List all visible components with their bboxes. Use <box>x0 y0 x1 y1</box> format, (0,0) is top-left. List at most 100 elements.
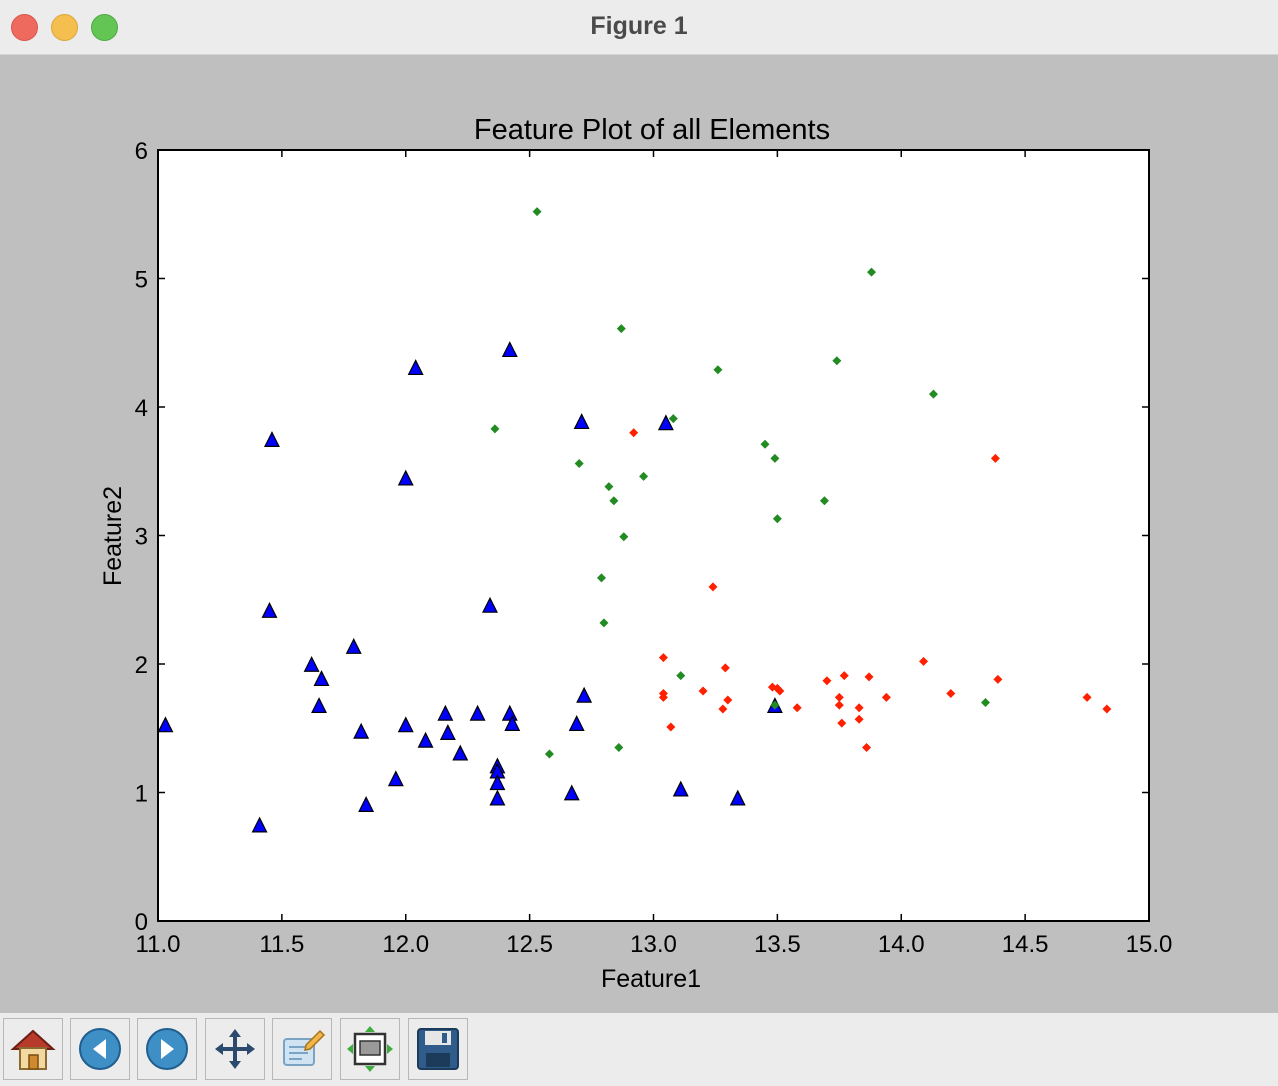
data-point-diamond <box>792 703 802 713</box>
data-point-diamond <box>544 749 554 759</box>
data-point-diamond <box>614 743 624 753</box>
toolbar <box>0 1013 1278 1086</box>
data-point-triangle <box>576 686 593 703</box>
maximize-window-button[interactable] <box>91 14 118 41</box>
data-point-diamond <box>604 482 614 492</box>
data-point-diamond <box>854 703 864 713</box>
x-tick-label: 15.0 <box>1126 931 1173 958</box>
move-icon <box>215 1029 255 1069</box>
data-point-diamond <box>881 692 891 702</box>
data-point-triangle <box>504 715 521 731</box>
data-point-triangle <box>489 774 506 791</box>
arrow-left-icon <box>79 1028 121 1070</box>
x-tick-label: 13.0 <box>630 931 677 958</box>
data-point-diamond <box>819 496 829 506</box>
y-tick-label: 2 <box>135 652 148 679</box>
data-point-diamond <box>676 671 686 681</box>
data-point-triangle <box>469 704 486 721</box>
data-point-triangle <box>437 704 454 721</box>
zoom-rect-icon <box>283 1029 326 1066</box>
data-point-diamond <box>668 414 678 424</box>
data-point-triangle <box>452 744 469 761</box>
data-point-triangle <box>303 655 320 672</box>
data-point-triangle <box>563 784 580 801</box>
subplots-button[interactable] <box>340 1018 400 1080</box>
data-point-diamond <box>980 698 990 708</box>
data-point-diamond <box>713 365 723 375</box>
data-point-diamond <box>919 656 929 666</box>
x-tick-label: 14.5 <box>1002 931 1049 958</box>
chart-title: Feature Plot of all Elements <box>474 114 830 146</box>
scatter-chart: Feature Plot of all Elements 11.0 11.5 12.… <box>99 114 1173 993</box>
data-point-diamond <box>708 582 718 592</box>
data-point-diamond <box>867 267 877 277</box>
data-point-diamond <box>629 428 639 438</box>
data-point-diamond <box>658 653 668 663</box>
close-window-button[interactable] <box>11 14 38 41</box>
save-button[interactable] <box>408 1018 468 1080</box>
data-point-triangle <box>482 596 498 613</box>
data-point-diamond <box>864 672 874 682</box>
y-axis-label: Feature2 <box>99 486 127 586</box>
home-icon <box>10 1029 56 1070</box>
data-point-diamond <box>839 671 849 681</box>
minimize-window-button[interactable] <box>51 14 78 41</box>
data-point-diamond <box>993 674 1003 684</box>
data-point-triangle <box>573 413 590 430</box>
data-point-diamond <box>720 663 730 673</box>
pan-button[interactable] <box>205 1018 265 1080</box>
x-tick-label: 13.5 <box>754 931 801 958</box>
figure-canvas: Feature Plot of all Elements 11.0 11.5 12.… <box>0 55 1278 1013</box>
data-point-diamond <box>574 459 584 469</box>
data-point-diamond <box>775 686 785 696</box>
data-point-triangle <box>251 816 268 833</box>
data-point-diamond <box>990 453 1000 463</box>
data-point-diamond <box>837 718 847 728</box>
data-point-triangle <box>313 670 330 687</box>
y-tick-label: 5 <box>135 267 148 294</box>
data-point-triangle <box>407 359 424 376</box>
data-point-triangle <box>397 469 414 486</box>
forward-button[interactable] <box>137 1018 197 1080</box>
subplots-icon <box>347 1026 393 1072</box>
data-point-diamond <box>770 700 780 710</box>
data-point-diamond <box>822 676 832 686</box>
data-point-diamond <box>854 714 864 724</box>
home-button[interactable] <box>3 1018 63 1080</box>
x-tick-label: 12.0 <box>382 931 429 958</box>
data-point-diamond <box>1082 692 1092 702</box>
data-point-diamond <box>490 424 500 434</box>
data-point-triangle <box>387 770 404 787</box>
data-point-triangle <box>358 796 375 812</box>
back-button[interactable] <box>70 1018 130 1080</box>
zoom-button[interactable] <box>272 1018 332 1080</box>
data-point-diamond <box>596 573 606 583</box>
plot-area <box>157 149 1150 922</box>
data-point-diamond <box>772 514 782 524</box>
data-point-diamond <box>834 700 844 710</box>
data-point-triangle <box>417 731 434 748</box>
x-axis-label: Feature1 <box>601 965 701 993</box>
data-point-triangle <box>311 697 328 714</box>
data-point-diamond <box>619 532 629 542</box>
window-titlebar: Figure 1 <box>0 0 1278 55</box>
x-tick-label: 11.0 <box>136 931 181 958</box>
x-tick-label: 14.0 <box>878 931 925 958</box>
x-tick-label: 11.5 <box>259 931 304 958</box>
y-tick-label: 3 <box>135 524 148 551</box>
data-point-diamond <box>723 695 733 705</box>
data-point-triangle <box>397 716 414 733</box>
data-point-triangle <box>261 601 278 618</box>
data-point-diamond <box>946 689 956 699</box>
window-title: Figure 1 <box>590 12 688 40</box>
data-point-diamond <box>532 207 542 217</box>
arrow-right-icon <box>146 1028 188 1070</box>
data-point-triangle <box>568 715 585 731</box>
data-point-triangle <box>439 724 456 740</box>
data-point-diamond <box>718 704 728 714</box>
data-point-triangle <box>157 716 174 733</box>
data-point-diamond <box>928 389 938 399</box>
data-point-diamond <box>760 439 770 449</box>
data-point-diamond <box>862 743 872 753</box>
data-point-diamond <box>770 453 780 463</box>
